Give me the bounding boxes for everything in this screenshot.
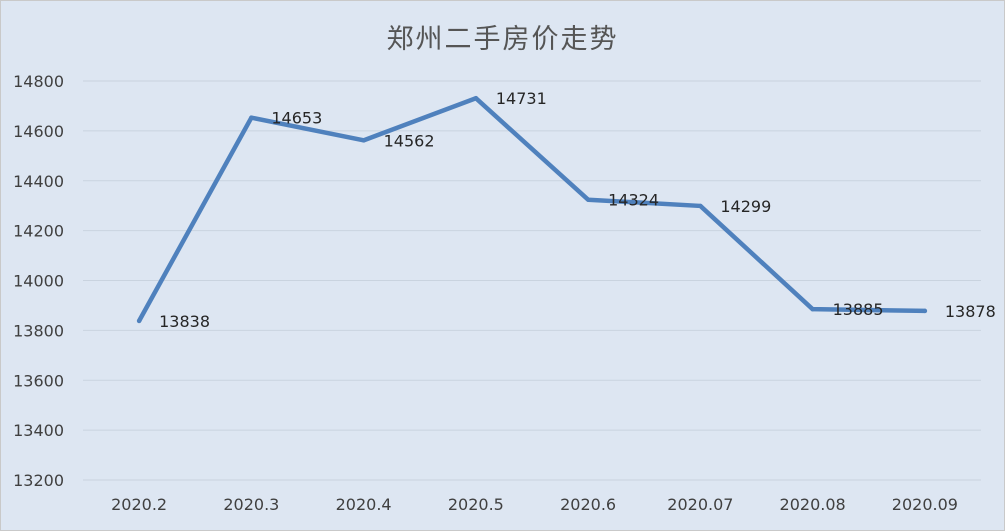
- data-label: 14562: [384, 131, 435, 150]
- x-tick-label: 2020.07: [667, 495, 733, 514]
- y-tick-label: 14400: [13, 172, 64, 191]
- y-tick-label: 13400: [13, 421, 64, 440]
- y-tick-label: 14000: [13, 272, 64, 291]
- y-tick-label: 14800: [13, 72, 64, 91]
- y-tick-label: 14600: [13, 122, 64, 141]
- data-point: [698, 203, 703, 209]
- y-tick-label: 13800: [13, 321, 64, 340]
- x-tick-label: 2020.3: [223, 495, 279, 514]
- data-label: 14299: [720, 197, 771, 216]
- data-label: 13885: [833, 300, 884, 319]
- data-point: [585, 197, 591, 202]
- y-tick-label: 14200: [13, 222, 64, 241]
- x-tick-label: 2020.08: [780, 495, 846, 514]
- data-point: [810, 306, 815, 312]
- x-tick-label: 2020.4: [336, 495, 392, 514]
- data-point: [249, 115, 254, 120]
- x-tick-label: 2020.6: [560, 495, 616, 514]
- data-point: [136, 318, 142, 324]
- x-tick-label: 2020.2: [111, 495, 167, 514]
- data-label: 14731: [496, 89, 547, 108]
- x-tick-label: 2020.5: [448, 495, 504, 514]
- data-label: 14653: [271, 109, 322, 128]
- data-point: [473, 96, 479, 101]
- y-tick-label: 13200: [13, 471, 64, 490]
- data-point: [361, 138, 366, 143]
- data-point: [922, 308, 928, 314]
- data-label: 13878: [945, 302, 996, 321]
- chart-title: 郑州二手房价走势: [386, 24, 619, 55]
- data-label: 13838: [159, 312, 210, 331]
- x-tick-label: 2020.09: [892, 495, 958, 514]
- data-label: 14324: [608, 191, 659, 210]
- series-line: [136, 95, 928, 324]
- y-tick-label: 13600: [13, 371, 64, 390]
